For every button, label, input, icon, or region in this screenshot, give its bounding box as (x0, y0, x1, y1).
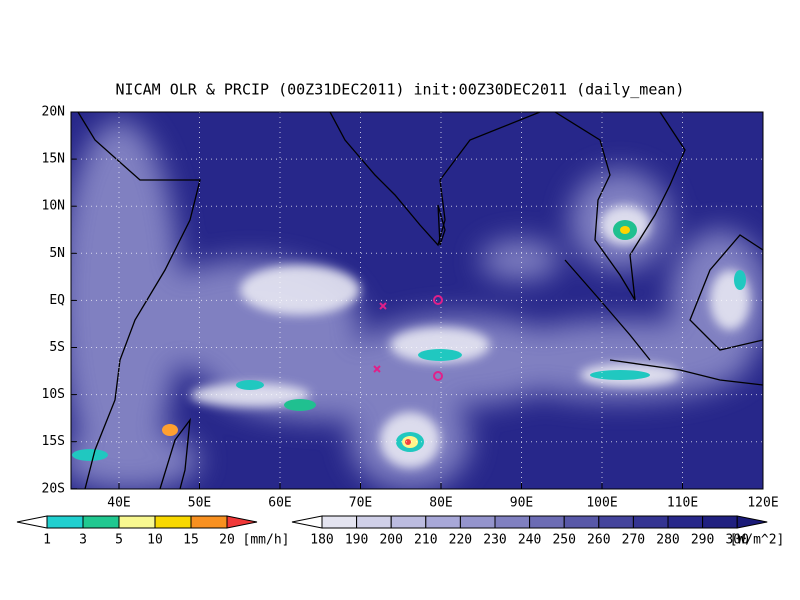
colorbar-cell (494, 515, 531, 529)
colorbar-end (226, 515, 258, 529)
y-tick-label: 20S (42, 481, 65, 496)
colorbar-cell (356, 515, 392, 529)
colorbar-cell (598, 515, 634, 529)
colorbar-end (736, 515, 768, 529)
y-tick-label: 20N (42, 105, 65, 120)
colorbar-label: 220 (449, 533, 472, 548)
map-title: NICAM OLR & PRCIP (00Z31DEC2011) init:00… (116, 81, 685, 99)
colorbar-end (291, 515, 323, 529)
map-field (71, 112, 763, 489)
colorbar-cell (190, 515, 228, 529)
x-tick-label: 70E (349, 496, 372, 511)
x-tick-label: 50E (188, 496, 211, 511)
colorbar-label: 210 (414, 533, 437, 548)
y-tick-label: 15N (42, 152, 65, 167)
colorbar-end (16, 515, 48, 529)
colorbar-cell (529, 515, 565, 529)
colorbar-label: 1 (43, 533, 51, 548)
colorbar-label: 230 (483, 533, 506, 548)
colorbar-cell (321, 515, 358, 529)
colorbar-cell (632, 515, 669, 529)
axes: 40E 50E 60E 70E 80E 90E 100E 110E 120E 20N 15N 10N 5… (42, 105, 779, 511)
colorbar-label: 250 (552, 533, 575, 548)
colorbar-cell (82, 515, 120, 529)
colorbar-cell (390, 515, 427, 529)
colorbars: 1 3 5 10 15 20 [mm/h] 180 190 200 210 220 230 240 250 2… (16, 515, 785, 548)
colorbar-unit: [W/m^2] (730, 533, 785, 548)
colorbar-cell (667, 515, 704, 529)
colorbar-label: 270 (622, 533, 645, 548)
colorbar-label: 180 (310, 533, 333, 548)
colorbar-label: 190 (345, 533, 368, 548)
x-tick-label: 90E (510, 496, 533, 511)
x-tick-label: 40E (107, 496, 130, 511)
grid (71, 112, 763, 489)
y-tick-label: 10S (42, 387, 65, 402)
colorbar-cell (563, 515, 600, 529)
colorbar-cell (702, 515, 738, 529)
colorbar-cell (425, 515, 461, 529)
y-tick-label: 15S (42, 434, 65, 449)
colorbar-label: 300 (725, 533, 748, 548)
colorbar-cell (459, 515, 496, 529)
y-tick-label: 5N (49, 246, 65, 261)
markers (373, 295, 443, 381)
colorbar-label: 10 (147, 533, 163, 548)
x-tick-label: 80E (429, 496, 452, 511)
x-tick-label: 120E (747, 496, 778, 511)
colorbar-label: 240 (518, 533, 541, 548)
y-tick-label: 10N (42, 199, 65, 214)
x-tick-label: 100E (586, 496, 617, 511)
y-tick-label: 5S (49, 340, 65, 355)
x-tick-label: 110E (667, 496, 698, 511)
colorbar-label: 5 (115, 533, 123, 548)
coastlines (77, 112, 763, 489)
precip-patches (72, 220, 746, 461)
colorbar-label: 290 (691, 533, 714, 548)
colorbar-label: 15 (183, 533, 199, 548)
x-tick-label: 60E (268, 496, 291, 511)
colorbar-unit: [mm/h] (243, 533, 290, 548)
colorbar-cell (46, 515, 84, 529)
y-tick-label: EQ (49, 293, 65, 308)
colorbar-cell (154, 515, 192, 529)
colorbar-label: 20 (219, 533, 235, 548)
colorbar-label: 280 (656, 533, 679, 548)
colorbar-label: 3 (79, 533, 87, 548)
colorbar-label: 260 (587, 533, 610, 548)
colorbar-label: 200 (379, 533, 402, 548)
colorbar-cell (118, 515, 156, 529)
